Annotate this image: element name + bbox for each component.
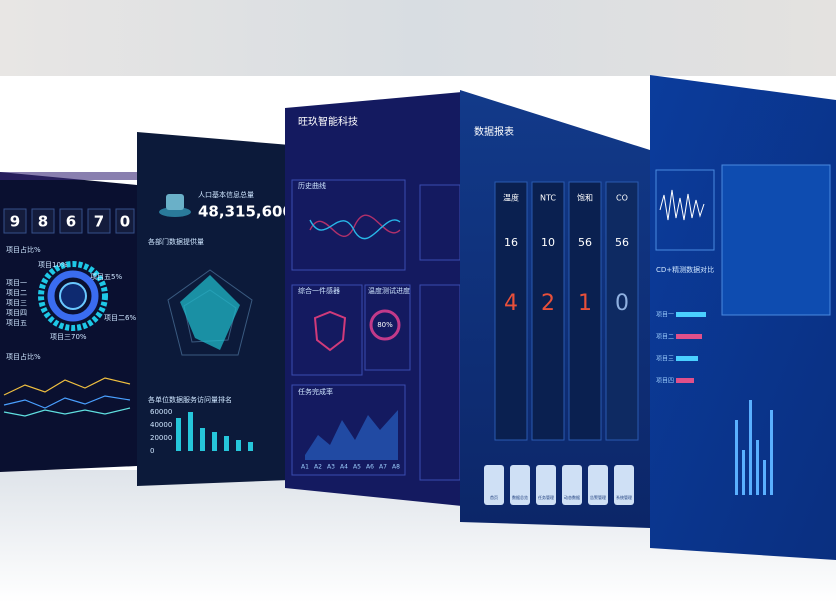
donut-label: 项目二6% bbox=[104, 314, 136, 322]
chart-title: 综合一件感器 bbox=[298, 286, 340, 295]
count: 16 bbox=[504, 236, 518, 249]
donut bbox=[38, 261, 108, 331]
legend-entry: 项目五 bbox=[6, 319, 27, 327]
donut-label: 项目三70% bbox=[50, 333, 87, 341]
digit-boxes bbox=[3, 208, 135, 234]
total: 48,315,600 bbox=[198, 203, 293, 221]
item-bar bbox=[676, 334, 702, 339]
column-label: CO bbox=[616, 194, 628, 203]
alert-count: 1 bbox=[578, 291, 592, 316]
legend-entry: 项目二 bbox=[6, 289, 27, 297]
column bbox=[605, 181, 639, 441]
x-tick-label: A8 bbox=[392, 464, 400, 471]
icon bbox=[159, 194, 191, 217]
column bbox=[494, 181, 528, 441]
alert-count: 2 bbox=[541, 291, 555, 316]
legend-entry: 项目三 bbox=[6, 299, 27, 307]
count: 56 bbox=[578, 236, 592, 249]
nav-button[interactable] bbox=[614, 465, 634, 505]
x-tick-label: A2 bbox=[314, 464, 322, 471]
area bbox=[305, 410, 398, 460]
chart-title: 各单位数据服务访问量排名 bbox=[148, 395, 232, 404]
column-label: NTC bbox=[540, 194, 556, 203]
x-tick-label: A4 bbox=[340, 464, 348, 471]
item-bar bbox=[676, 312, 706, 317]
caption: 人口基本信息总量 bbox=[198, 190, 254, 199]
column-label: 饱和 bbox=[577, 193, 593, 203]
chart-title: 各部门数据提供量 bbox=[148, 237, 204, 246]
digit: 7 bbox=[94, 213, 104, 231]
item-label: 项目一 bbox=[656, 312, 674, 319]
line-chart bbox=[3, 377, 131, 417]
curves bbox=[309, 214, 401, 240]
waveform bbox=[659, 189, 705, 221]
y-tick-label: 40000 bbox=[150, 421, 172, 429]
gauge-label: 80% bbox=[377, 321, 393, 329]
nav-button[interactable] bbox=[536, 465, 556, 505]
panel-title: 数据报表 bbox=[474, 125, 514, 138]
item-bar bbox=[676, 356, 698, 361]
digit: 0 bbox=[120, 213, 130, 231]
bars bbox=[735, 400, 773, 495]
map bbox=[721, 164, 831, 316]
radar bbox=[167, 269, 253, 356]
gauge bbox=[369, 309, 401, 341]
chart-title: 历史曲线 bbox=[298, 181, 326, 190]
item-label: 项目三 bbox=[656, 356, 674, 363]
item-bar bbox=[676, 378, 694, 383]
nav-label: 动态数据 bbox=[564, 494, 580, 500]
digit: 6 bbox=[66, 213, 76, 231]
background-band bbox=[0, 0, 836, 76]
nav-label: 任务管理 bbox=[538, 494, 554, 500]
card bbox=[364, 284, 411, 371]
y-tick-label: 0 bbox=[150, 447, 154, 455]
nav-label: 数据总览 bbox=[512, 494, 528, 500]
item-label: 项目四 bbox=[656, 378, 674, 385]
donut-label: 项目五5% bbox=[90, 273, 122, 281]
y-tick-label: 20000 bbox=[150, 434, 172, 442]
panel-title: 旺玖智能科技 bbox=[298, 115, 358, 128]
nav-label: 系统管理 bbox=[616, 494, 632, 500]
panel-header bbox=[0, 172, 137, 180]
x-tick-label: A6 bbox=[366, 464, 374, 471]
column-label: 温度 bbox=[503, 193, 519, 203]
column bbox=[531, 181, 565, 441]
alert-count: 0 bbox=[615, 291, 629, 316]
nav-label: 告警管理 bbox=[590, 494, 606, 500]
y-tick-label: 60000 bbox=[150, 408, 172, 416]
x-tick-label: A3 bbox=[327, 464, 335, 471]
column bbox=[568, 181, 602, 441]
section-title: 项目占比% bbox=[6, 245, 41, 254]
nav-button[interactable] bbox=[484, 465, 504, 505]
count: 56 bbox=[615, 236, 629, 249]
item-label: 项目二 bbox=[656, 334, 674, 341]
x-tick-label: A5 bbox=[353, 464, 361, 471]
section-title: 项目占比% bbox=[6, 352, 41, 361]
digit: 8 bbox=[38, 213, 48, 231]
bars bbox=[176, 412, 253, 451]
legend-entry: 项目四 bbox=[6, 309, 27, 317]
chart-title: 任务完成率 bbox=[298, 387, 333, 396]
x-tick-label: A1 bbox=[301, 464, 309, 471]
chart-title: 温度测试进度 bbox=[368, 286, 410, 295]
card bbox=[291, 284, 363, 376]
card bbox=[291, 179, 406, 271]
nav-button[interactable] bbox=[510, 465, 530, 505]
card bbox=[655, 169, 715, 251]
shield bbox=[313, 310, 347, 352]
nav-label: 首页 bbox=[490, 494, 498, 500]
count: 10 bbox=[541, 236, 555, 249]
digit: 9 bbox=[10, 213, 20, 231]
alert-count: 4 bbox=[504, 291, 518, 316]
card bbox=[291, 384, 406, 476]
legend-entry: 项目一 bbox=[6, 279, 27, 287]
nav-button[interactable] bbox=[562, 465, 582, 505]
x-tick-label: A7 bbox=[379, 464, 387, 471]
chart-title: CD+精测数据对比 bbox=[656, 265, 714, 274]
nav-button[interactable] bbox=[588, 465, 608, 505]
donut-label: 项目10% bbox=[38, 261, 68, 269]
panel bbox=[285, 92, 462, 506]
